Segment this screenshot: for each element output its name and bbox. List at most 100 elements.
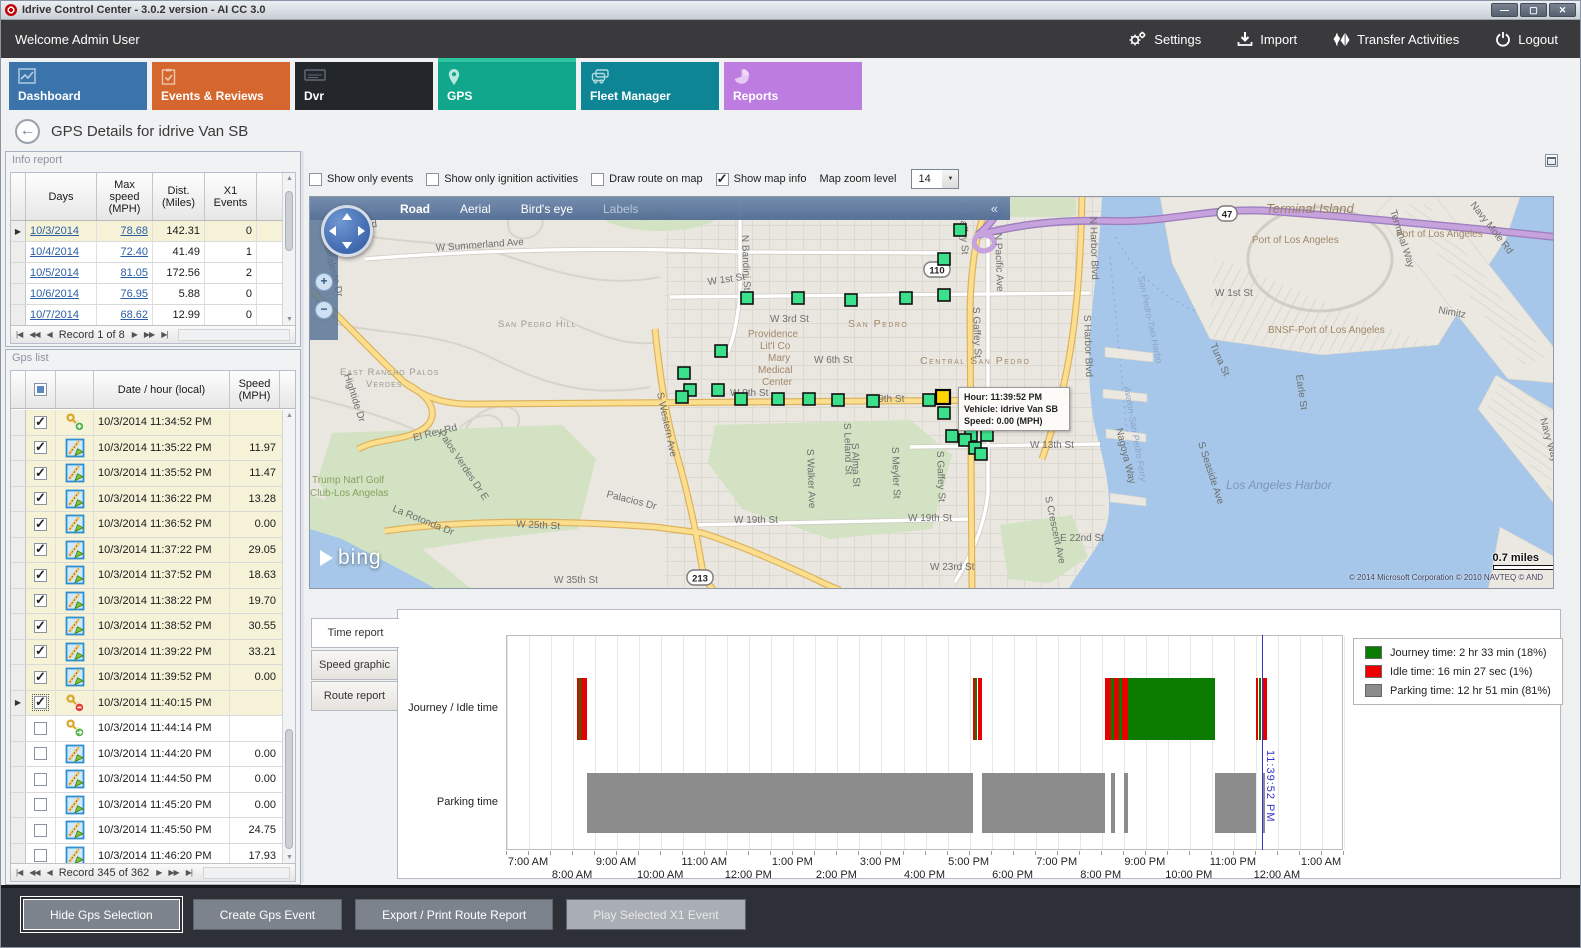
map-view-birdseye[interactable]: Bird's eye — [520, 201, 573, 216]
row-checkbox[interactable] — [32, 694, 49, 712]
day-link[interactable]: 10/4/2014 — [30, 246, 79, 258]
fast-prev-button[interactable]: ◀◀ — [29, 330, 40, 339]
gps-marker-selected[interactable] — [934, 388, 952, 406]
minimize-button[interactable]: — — [1491, 3, 1518, 17]
tab-dashboard[interactable]: Dashboard — [9, 62, 147, 110]
tab-reports[interactable]: Reports — [724, 62, 862, 110]
map-panel-maximize-button[interactable] — [1545, 154, 1558, 167]
maximize-button[interactable]: ▢ — [1520, 3, 1547, 17]
gps-marker[interactable] — [953, 223, 967, 237]
col-x1-events[interactable]: X1 Events — [205, 173, 257, 220]
fast-next-button[interactable]: ▶▶ — [143, 330, 155, 339]
gps-marker[interactable] — [802, 392, 816, 406]
map-option-show-only-events[interactable]: Show only events — [309, 172, 413, 186]
select-all-checkbox[interactable] — [34, 383, 47, 396]
gps-marker[interactable] — [922, 393, 936, 407]
row-checkbox[interactable] — [34, 414, 47, 430]
row-checkbox[interactable] — [34, 490, 47, 506]
gps-marker[interactable] — [771, 392, 785, 406]
next-record-button[interactable]: ▶ — [131, 330, 138, 339]
gps-list-row[interactable]: 10/3/2014 11:44:50 PM 0.00 — [11, 767, 282, 793]
info-report-row[interactable]: ▶ 10/3/2014 78.68 142.31 0 — [11, 221, 295, 242]
row-checkbox[interactable] — [34, 823, 47, 837]
row-checkbox[interactable] — [34, 798, 47, 812]
row-checkbox[interactable] — [34, 439, 47, 455]
gps-list-row[interactable]: 10/3/2014 11:34:52 PM — [11, 410, 282, 436]
tab-speed-graphic[interactable]: Speed graphic — [311, 650, 398, 680]
gps-marker[interactable] — [675, 390, 689, 404]
info-hscrollbar[interactable] — [178, 328, 290, 341]
col-max-speed[interactable]: Max speed (MPH) — [97, 173, 153, 220]
info-report-row[interactable]: 10/6/2014 76.95 5.88 0 — [11, 284, 295, 305]
map-pan-compass[interactable] — [321, 205, 373, 257]
gps-marker[interactable] — [677, 366, 691, 380]
gps-marker[interactable] — [844, 293, 858, 307]
info-report-row[interactable]: 10/7/2014 68.62 12.99 0 — [11, 305, 295, 326]
row-checkbox[interactable] — [34, 721, 47, 735]
map-view-aerial[interactable]: Aerial — [460, 201, 491, 216]
tab-dvr[interactable]: Dvr — [295, 62, 433, 110]
gps-marker[interactable] — [791, 291, 805, 305]
row-checkbox[interactable] — [34, 643, 47, 659]
row-checkbox[interactable] — [34, 669, 47, 685]
fast-next-button[interactable]: ▶▶ — [168, 868, 179, 877]
checkbox[interactable] — [715, 171, 729, 187]
first-record-button[interactable]: |◀ — [16, 330, 23, 339]
last-record-button[interactable]: ▶| — [161, 330, 168, 339]
gps-marker[interactable] — [734, 392, 748, 406]
gps-marker[interactable] — [937, 252, 951, 266]
day-link[interactable]: 10/6/2014 — [30, 288, 79, 300]
gps-marker[interactable] — [711, 383, 725, 397]
gps-marker[interactable] — [945, 429, 959, 443]
gps-marker[interactable] — [714, 344, 728, 358]
prev-record-button[interactable]: ◀ — [46, 868, 53, 877]
row-checkbox[interactable] — [34, 592, 47, 608]
import-button[interactable]: Import — [1237, 31, 1297, 48]
row-checkbox[interactable] — [34, 772, 47, 786]
settings-button[interactable]: Settings — [1128, 31, 1201, 48]
last-record-button[interactable]: ▶| — [185, 868, 193, 877]
hide-gps-selection-button[interactable]: Hide Gps Selection — [23, 899, 180, 930]
gps-hscrollbar[interactable] — [202, 866, 290, 879]
map-zoom-level-select[interactable]: 14 ▼ — [911, 169, 960, 189]
gps-list-row[interactable]: 10/3/2014 11:45:20 PM 0.00 — [11, 792, 282, 818]
map-view-labels[interactable]: Labels — [603, 201, 639, 216]
row-checkbox[interactable] — [34, 541, 47, 557]
map-option-show-map-info[interactable]: Show map info — [715, 171, 806, 187]
col-date-hour[interactable]: Date / hour (local) — [94, 371, 230, 408]
row-checkbox[interactable] — [34, 618, 47, 634]
panel-splitter[interactable] — [301, 151, 304, 883]
max-speed-link[interactable]: 81.05 — [120, 267, 148, 279]
gps-marker[interactable] — [937, 288, 951, 302]
gps-marker[interactable] — [937, 406, 951, 420]
checkbox[interactable] — [309, 172, 322, 186]
col-days[interactable]: Days — [26, 173, 97, 220]
info-report-row[interactable]: 10/4/2014 72.40 41.49 1 — [11, 242, 295, 263]
logout-button[interactable]: Logout — [1495, 31, 1558, 48]
row-checkbox[interactable] — [34, 849, 47, 863]
gps-marker[interactable] — [831, 393, 845, 407]
prev-record-button[interactable]: ◀ — [46, 330, 53, 339]
max-speed-link[interactable]: 76.95 — [120, 288, 148, 300]
checkbox[interactable] — [591, 172, 605, 186]
gps-scrollbar[interactable]: ▲ ▼ — [282, 410, 295, 863]
zoom-out-button[interactable]: − — [315, 301, 333, 319]
tab-route-report[interactable]: Route report — [311, 681, 398, 711]
zoom-in-button[interactable]: + — [315, 273, 333, 291]
max-speed-link[interactable]: 78.68 — [120, 225, 148, 237]
gps-list-row[interactable]: 10/3/2014 11:46:20 PM 17.93 — [11, 843, 282, 863]
next-record-button[interactable]: ▶ — [156, 868, 162, 877]
tab-time-report[interactable]: Time report — [311, 618, 399, 648]
gps-list-row[interactable]: 10/3/2014 11:36:52 PM0.00 — [11, 512, 282, 538]
day-link[interactable]: 10/3/2014 — [30, 225, 79, 237]
col-dist[interactable]: Dist. (Miles) — [153, 173, 205, 220]
export-print-route-report-button[interactable]: Export / Print Route Report — [355, 899, 554, 930]
gps-list-row[interactable]: 10/3/2014 11:44:14 PM — [11, 716, 282, 742]
